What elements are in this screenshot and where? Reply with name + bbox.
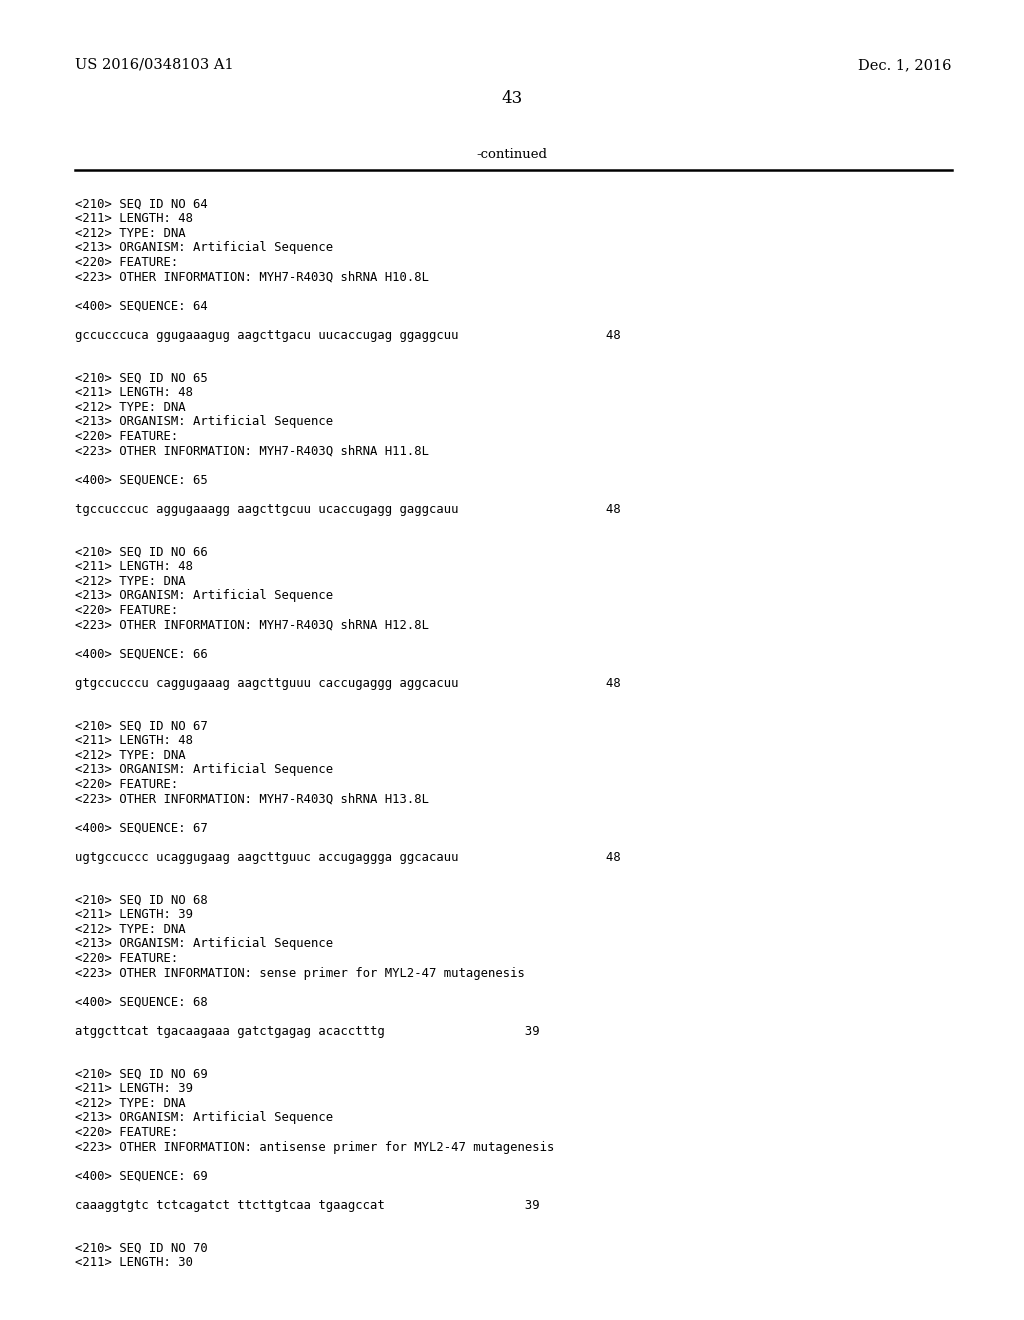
Text: <210> SEQ ID NO 66: <210> SEQ ID NO 66 (75, 546, 208, 558)
Text: <400> SEQUENCE: 64: <400> SEQUENCE: 64 (75, 300, 208, 313)
Text: <211> LENGTH: 48: <211> LENGTH: 48 (75, 734, 193, 747)
Text: <220> FEATURE:: <220> FEATURE: (75, 430, 178, 444)
Text: <213> ORGANISM: Artificial Sequence: <213> ORGANISM: Artificial Sequence (75, 590, 333, 602)
Text: Dec. 1, 2016: Dec. 1, 2016 (858, 58, 952, 73)
Text: <223> OTHER INFORMATION: MYH7-R403Q shRNA H13.8L: <223> OTHER INFORMATION: MYH7-R403Q shRN… (75, 792, 429, 805)
Text: <211> LENGTH: 30: <211> LENGTH: 30 (75, 1257, 193, 1270)
Text: <223> OTHER INFORMATION: MYH7-R403Q shRNA H12.8L: <223> OTHER INFORMATION: MYH7-R403Q shRN… (75, 619, 429, 631)
Text: <212> TYPE: DNA: <212> TYPE: DNA (75, 576, 185, 587)
Text: <210> SEQ ID NO 65: <210> SEQ ID NO 65 (75, 372, 208, 385)
Text: <400> SEQUENCE: 66: <400> SEQUENCE: 66 (75, 648, 208, 660)
Text: US 2016/0348103 A1: US 2016/0348103 A1 (75, 58, 233, 73)
Text: <400> SEQUENCE: 69: <400> SEQUENCE: 69 (75, 1170, 208, 1183)
Text: <220> FEATURE:: <220> FEATURE: (75, 605, 178, 616)
Text: <212> TYPE: DNA: <212> TYPE: DNA (75, 227, 185, 240)
Text: <211> LENGTH: 48: <211> LENGTH: 48 (75, 561, 193, 573)
Text: <213> ORGANISM: Artificial Sequence: <213> ORGANISM: Artificial Sequence (75, 937, 333, 950)
Text: <211> LENGTH: 39: <211> LENGTH: 39 (75, 1082, 193, 1096)
Text: <212> TYPE: DNA: <212> TYPE: DNA (75, 401, 185, 414)
Text: <213> ORGANISM: Artificial Sequence: <213> ORGANISM: Artificial Sequence (75, 416, 333, 429)
Text: -continued: -continued (476, 148, 548, 161)
Text: <212> TYPE: DNA: <212> TYPE: DNA (75, 748, 185, 762)
Text: <212> TYPE: DNA: <212> TYPE: DNA (75, 1097, 185, 1110)
Text: caaaggtgtc tctcagatct ttcttgtcaa tgaagccat                   39: caaaggtgtc tctcagatct ttcttgtcaa tgaagcc… (75, 1199, 540, 1212)
Text: <210> SEQ ID NO 70: <210> SEQ ID NO 70 (75, 1242, 208, 1255)
Text: <220> FEATURE:: <220> FEATURE: (75, 1126, 178, 1139)
Text: <211> LENGTH: 48: <211> LENGTH: 48 (75, 387, 193, 400)
Text: atggcttcat tgacaagaaa gatctgagag acacctttg                   39: atggcttcat tgacaagaaa gatctgagag acacctt… (75, 1024, 540, 1038)
Text: tgccucccuc aggugaaagg aagcttgcuu ucaccugagg gaggcauu                    48: tgccucccuc aggugaaagg aagcttgcuu ucaccug… (75, 503, 621, 516)
Text: <400> SEQUENCE: 67: <400> SEQUENCE: 67 (75, 821, 208, 834)
Text: <220> FEATURE:: <220> FEATURE: (75, 256, 178, 269)
Text: <223> OTHER INFORMATION: antisense primer for MYL2-47 mutagenesis: <223> OTHER INFORMATION: antisense prime… (75, 1140, 554, 1154)
Text: 43: 43 (502, 90, 522, 107)
Text: <213> ORGANISM: Artificial Sequence: <213> ORGANISM: Artificial Sequence (75, 242, 333, 255)
Text: <223> OTHER INFORMATION: MYH7-R403Q shRNA H11.8L: <223> OTHER INFORMATION: MYH7-R403Q shRN… (75, 445, 429, 458)
Text: <400> SEQUENCE: 68: <400> SEQUENCE: 68 (75, 995, 208, 1008)
Text: <210> SEQ ID NO 67: <210> SEQ ID NO 67 (75, 719, 208, 733)
Text: <211> LENGTH: 39: <211> LENGTH: 39 (75, 908, 193, 921)
Text: <223> OTHER INFORMATION: MYH7-R403Q shRNA H10.8L: <223> OTHER INFORMATION: MYH7-R403Q shRN… (75, 271, 429, 284)
Text: <210> SEQ ID NO 68: <210> SEQ ID NO 68 (75, 894, 208, 907)
Text: gtgccucccu caggugaaag aagcttguuu caccugaggg aggcacuu                    48: gtgccucccu caggugaaag aagcttguuu caccuga… (75, 676, 621, 689)
Text: <212> TYPE: DNA: <212> TYPE: DNA (75, 923, 185, 936)
Text: <210> SEQ ID NO 64: <210> SEQ ID NO 64 (75, 198, 208, 211)
Text: <210> SEQ ID NO 69: <210> SEQ ID NO 69 (75, 1068, 208, 1081)
Text: <213> ORGANISM: Artificial Sequence: <213> ORGANISM: Artificial Sequence (75, 1111, 333, 1125)
Text: <223> OTHER INFORMATION: sense primer for MYL2-47 mutagenesis: <223> OTHER INFORMATION: sense primer fo… (75, 966, 525, 979)
Text: gccucccuca ggugaaagug aagcttgacu uucaccugag ggaggcuu                    48: gccucccuca ggugaaagug aagcttgacu uucaccu… (75, 329, 621, 342)
Text: <220> FEATURE:: <220> FEATURE: (75, 777, 178, 791)
Text: <213> ORGANISM: Artificial Sequence: <213> ORGANISM: Artificial Sequence (75, 763, 333, 776)
Text: ugtgccuccc ucaggugaag aagcttguuc accugaggga ggcacauu                    48: ugtgccuccc ucaggugaag aagcttguuc accugag… (75, 850, 621, 863)
Text: <211> LENGTH: 48: <211> LENGTH: 48 (75, 213, 193, 226)
Text: <220> FEATURE:: <220> FEATURE: (75, 952, 178, 965)
Text: <400> SEQUENCE: 65: <400> SEQUENCE: 65 (75, 474, 208, 487)
